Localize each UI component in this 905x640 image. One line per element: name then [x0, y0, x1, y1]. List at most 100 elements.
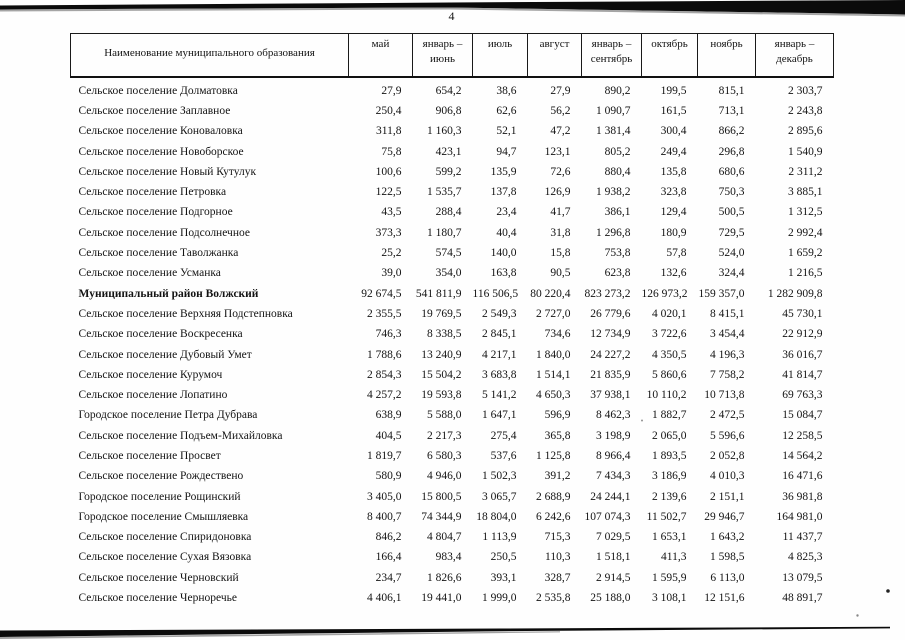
value-cell: 250,4: [375, 104, 402, 117]
value-cell: 92 674,5: [361, 287, 402, 300]
value-cell: 4 406,1: [367, 592, 402, 605]
value-cell: 1 826,6: [427, 571, 462, 584]
value-cell: 541 811,9: [415, 287, 462, 300]
table-row: Сельское поселение Подгорное 43,5 288,4 23,…: [71, 202, 834, 222]
value-cell: 1 180,7: [427, 226, 462, 239]
municipality-name: Сельское поселение Петровка: [78, 186, 227, 199]
value-cell: 1 819,7: [367, 449, 402, 462]
value-cell: 729,5: [718, 226, 745, 239]
value-cell: 2 914,5: [596, 571, 631, 584]
table-row: Сельское поселение Новый Кутулук 100,6 599…: [71, 162, 834, 182]
value-cell: 373,3: [375, 226, 402, 239]
value-cell: 2 151,1: [710, 490, 745, 503]
value-cell: 107 074,3: [584, 510, 631, 523]
value-cell: 288,4: [435, 206, 462, 219]
value-cell: 4 946,0: [427, 470, 462, 483]
value-cell: 137,8: [490, 186, 517, 199]
value-cell: 5 596,6: [710, 429, 745, 442]
value-cell: 31,8: [550, 226, 571, 239]
value-cell: 29 946,7: [704, 510, 745, 523]
municipality-name: Сельское поселение Коноваловка: [78, 125, 243, 138]
municipality-name: Сельское поселение Лопатино: [78, 389, 228, 402]
column-header: июль: [472, 33, 528, 78]
value-cell: 163,8: [490, 267, 517, 280]
value-cell: 7 029,5: [596, 531, 631, 544]
value-cell: 753,8: [604, 247, 631, 260]
table-row: Сельское поселение Долматовка 27,9 654,2 38…: [71, 77, 834, 101]
value-cell: 6 113,0: [710, 571, 745, 584]
value-cell: 2 992,4: [788, 226, 823, 239]
value-cell: 300,4: [660, 125, 687, 138]
value-cell: 161,5: [660, 104, 687, 117]
value-cell: 1 653,1: [652, 531, 687, 544]
table-row: Муниципальный район Волжский 92 674,5 541 …: [71, 283, 834, 303]
value-cell: 296,8: [718, 145, 745, 158]
value-cell: 15 800,5: [421, 490, 462, 503]
value-cell: 1 514,1: [536, 368, 571, 381]
value-cell: 25,2: [381, 247, 402, 260]
value-cell: 1 938,2: [596, 186, 631, 199]
value-cell: 4 257,2: [367, 389, 402, 402]
value-cell: 823 273,2: [584, 287, 631, 300]
value-cell: 2 243,8: [788, 104, 823, 117]
value-cell: 2 845,1: [482, 328, 517, 341]
value-cell: 6 242,6: [536, 510, 571, 523]
scan-speck: [856, 614, 859, 617]
table-row: Сельское поселение Новоборское 75,8 423,1 9…: [71, 141, 834, 161]
value-cell: 74 344,9: [421, 510, 462, 523]
value-cell: 1 647,1: [482, 409, 517, 422]
value-cell: 5 588,0: [427, 409, 462, 422]
value-cell: 4 825,3: [788, 551, 823, 564]
value-cell: 38,6: [496, 84, 517, 97]
value-cell: 404,5: [375, 429, 402, 442]
value-cell: 90,5: [550, 267, 571, 280]
value-cell: 249,4: [660, 145, 687, 158]
value-cell: 13 079,5: [782, 571, 823, 584]
page-number: 4: [448, 9, 455, 23]
value-cell: 386,1: [604, 206, 631, 219]
table-row: Сельское поселение Заплавное 250,4 906,8 62…: [71, 101, 834, 121]
municipality-name: Муниципальный район Волжский: [78, 287, 259, 300]
value-cell: 48 891,7: [782, 592, 823, 605]
value-cell: 580,9: [375, 470, 402, 483]
column-header: январь – июнь: [412, 33, 473, 78]
value-cell: 2 311,2: [788, 165, 823, 178]
value-cell: 199,5: [660, 84, 687, 97]
value-cell: 328,7: [544, 571, 571, 584]
value-cell: 3 405,0: [367, 490, 402, 503]
value-cell: 12 734,9: [590, 328, 631, 341]
value-cell: 19 441,0: [421, 592, 462, 605]
value-cell: 750,3: [718, 186, 745, 199]
municipality-name: Городское поселение Петра Дубрава: [78, 409, 258, 422]
column-header: январь – декабрь: [755, 33, 834, 78]
municipality-name: Сельское поселение Спиридоновка: [78, 531, 252, 544]
value-cell: 250,5: [490, 551, 517, 564]
value-cell: 3 885,1: [788, 186, 823, 199]
value-cell: 393,1: [490, 571, 517, 584]
value-cell: 45 730,1: [782, 307, 823, 320]
value-cell: 116 506,5: [472, 287, 519, 300]
value-cell: 596,9: [544, 409, 571, 422]
table-row: Сельское поселение Сухая Вязовка 166,4 983…: [71, 547, 834, 567]
value-cell: 1 882,7: [652, 409, 687, 422]
value-cell: 3 683,8: [482, 368, 517, 381]
value-cell: 8 415,1: [710, 307, 745, 320]
table-row: Сельское поселение Таволжанка 25,2 574,5 14…: [71, 243, 834, 263]
value-cell: 6 580,3: [427, 449, 462, 462]
value-cell: 69 763,3: [782, 389, 823, 402]
value-cell: 2 217,3: [427, 429, 462, 442]
value-cell: 19 593,8: [421, 389, 462, 402]
value-cell: 680,6: [718, 165, 745, 178]
value-cell: 4 010,3: [710, 470, 745, 483]
value-cell: 94,7: [496, 145, 517, 158]
value-cell: 22 912,9: [782, 328, 823, 341]
table-row: Сельское поселение Дубовый Умет 1 788,6 13…: [71, 344, 834, 364]
value-cell: 365,8: [544, 429, 571, 442]
municipality-name: Сельское поселение Просвет: [78, 449, 221, 462]
value-cell: 323,8: [660, 186, 687, 199]
value-cell: 166,4: [375, 551, 402, 564]
value-cell: 1 216,5: [788, 267, 823, 280]
column-header: май: [348, 33, 413, 78]
value-cell: 10 713,8: [704, 389, 745, 402]
value-cell: 2 727,0: [536, 307, 571, 320]
